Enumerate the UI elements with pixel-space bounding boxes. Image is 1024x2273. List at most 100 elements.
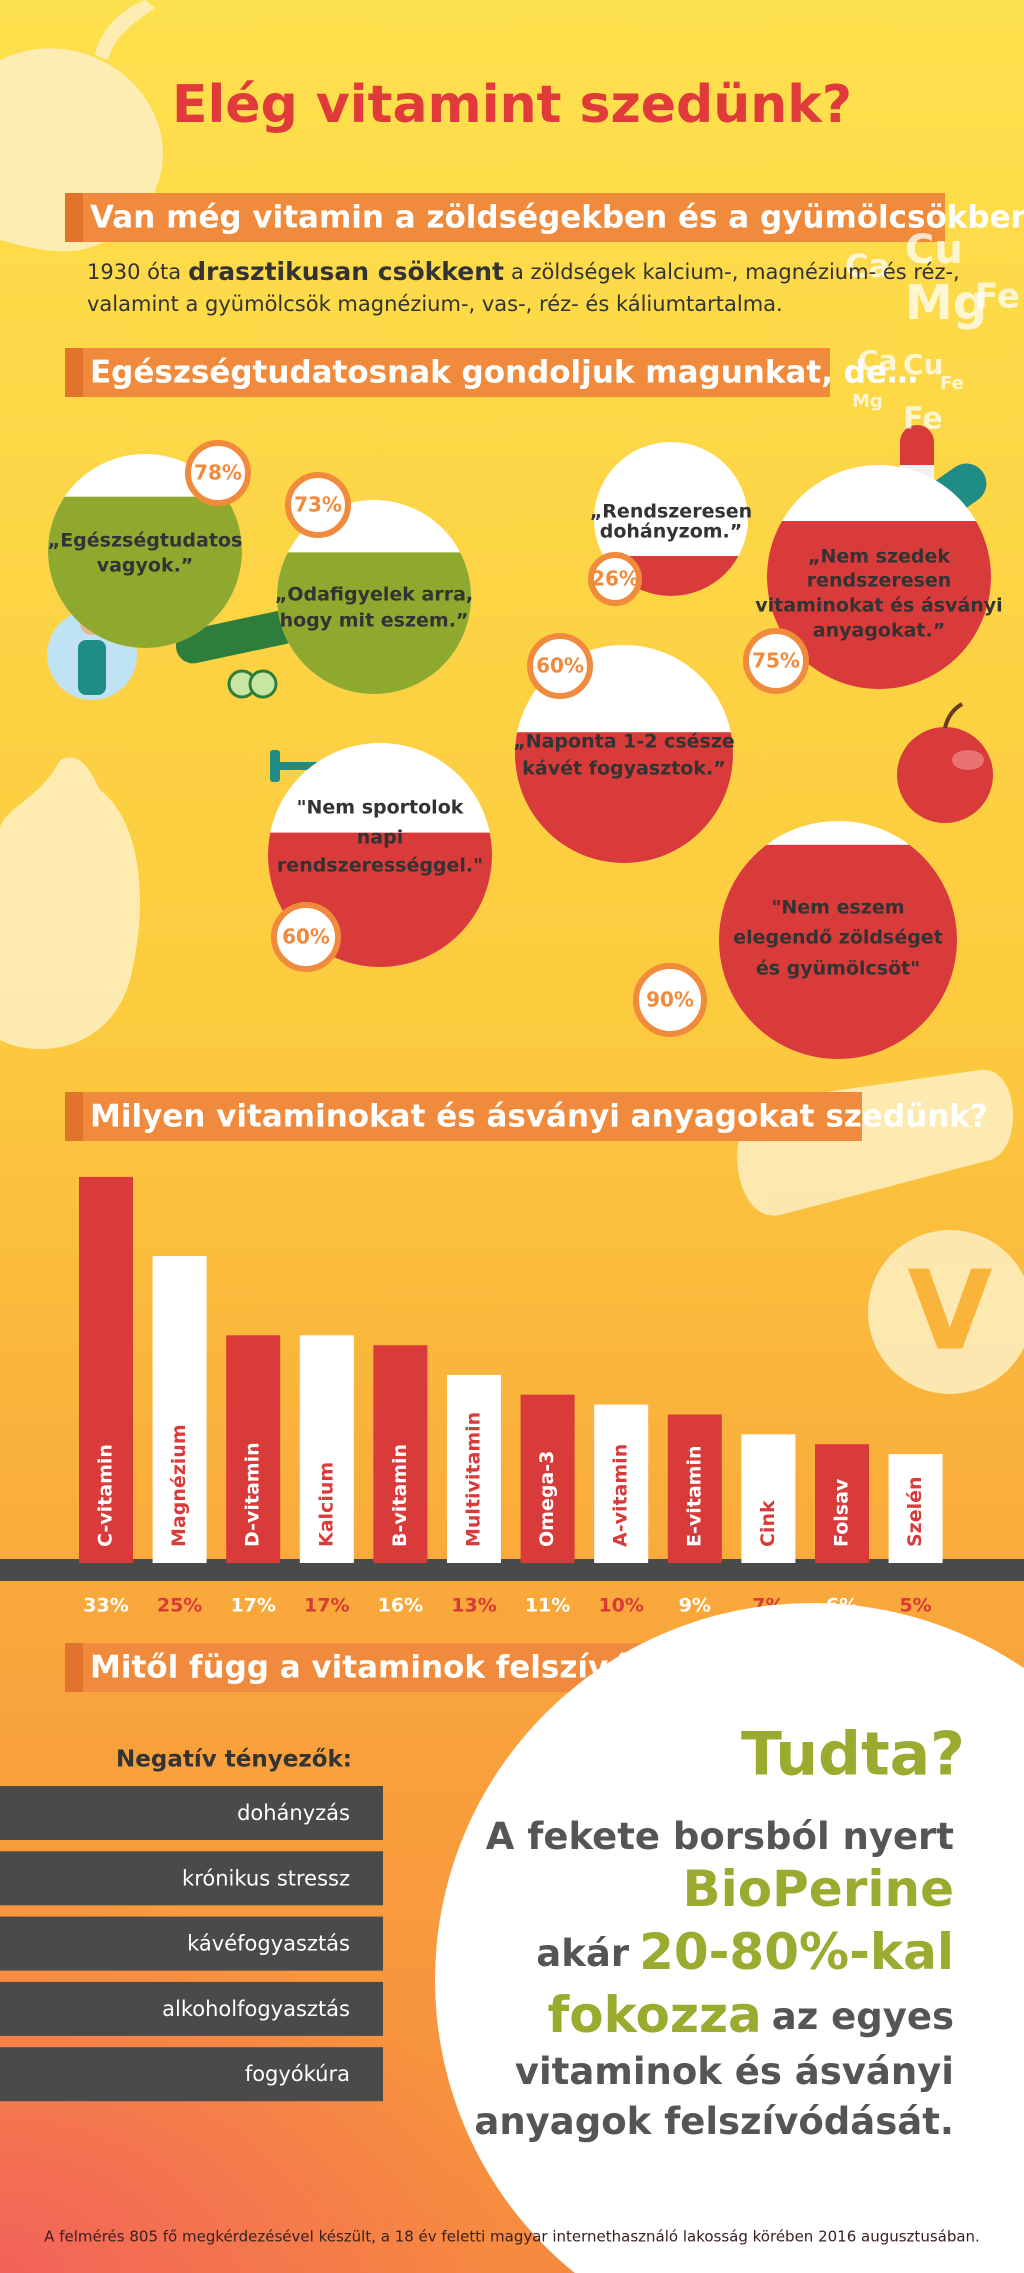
value-label: 10% [598,1595,643,1617]
element-symbol: Ca [845,247,890,285]
value-label: 16% [378,1595,423,1617]
value-label: 13% [451,1595,496,1617]
category-label: Multivitamin [463,1412,485,1547]
percent-label: 60% [536,654,584,678]
bar [79,1176,133,1563]
banner [65,1092,862,1141]
value-label: 25% [157,1595,202,1617]
banner-tab [65,1643,83,1692]
apple-icon [897,702,993,823]
bar [152,1256,207,1563]
survey-quote: anyagokat.” [813,620,945,642]
intro-segment: valamint a gyümölcsök magnézium-, vas-, … [87,292,783,316]
tip-line: fokozza az egyes [547,1986,954,2044]
vitamin-badge: V [907,1246,992,1374]
bar [520,1394,575,1563]
element-symbol: Mg [905,275,987,331]
percent-badge [743,628,809,694]
banner [65,348,830,397]
survey-quote: „Egészségtudatos [48,530,243,552]
title: Elég vitamint szedünk? [172,75,852,135]
category-label: Folsav [831,1478,853,1547]
banner-tab [65,193,83,242]
tip-segment: 20-80%-kal [639,1923,954,1981]
category-label: Kalcium [315,1462,337,1547]
percent-label: 60% [282,925,330,949]
pepper-decor [0,757,140,1050]
category-label: D-vitamin [242,1442,264,1547]
survey-fill [48,496,242,648]
value-label: 17% [304,1595,349,1617]
bar [373,1345,428,1563]
banner-text: Van még vitamin a zöldségekben és a gyüm… [90,200,1024,236]
intro-line: 1930 óta drasztikusan csökkent a zöldségek… [87,257,960,286]
element-symbol: Ca [858,344,897,377]
bar [447,1374,501,1563]
banner [65,1643,667,1692]
baseline-band [0,1559,1024,1581]
percent-label: 73% [294,493,342,517]
cucumber-icon [175,610,299,699]
tip-segment: anyagok felszívódását. [474,2100,954,2143]
category-label: Szelén [904,1476,926,1547]
bar [815,1444,869,1563]
element-symbol: Cu [905,227,963,273]
survey-quote: rendszeresen [807,570,952,592]
survey-quote: „Nem szedek [808,546,950,568]
element-symbol: Cu [903,348,943,381]
banner-text: Milyen vitaminokat és ásványi anyagokat … [90,1099,988,1135]
list-title: Negatív tényezők: [116,1747,352,1773]
category-label: Omega-3 [536,1451,558,1547]
banner-tab [65,1092,83,1141]
bar [888,1454,943,1563]
survey-quote: és gyümölcsöt" [756,958,920,980]
factor-bar [0,1786,383,1840]
factor-label: alkoholfogyasztás [162,1997,350,2021]
tip-segment: fokozza [547,1986,761,2044]
survey-quote: elegendő zöldséget [733,927,943,949]
percent-label: 26% [591,567,639,591]
banner [65,193,945,242]
survey-quote: vagyok.” [97,555,194,577]
survey-quote: dohányzom.” [600,521,743,543]
element-symbol: Mg [852,391,883,412]
category-label: B-vitamin [389,1444,411,1547]
intro-segment: a zöldségek kalcium-, magnézium- és réz-… [511,260,960,284]
survey-fill [719,844,957,1059]
percent-label: 78% [194,461,242,485]
factor-label: fogyókúra [245,2062,350,2086]
percent-badge [527,633,593,699]
tip-title: Tudta? [741,1720,965,1790]
tip-segment: akár [536,1932,630,1975]
vitamin-circle [868,1230,1024,1394]
factor-label: krónikus stressz [182,1866,350,1890]
footer: A felmérés 805 fő megkérdezésével készül… [44,2228,980,2246]
tip-line: BioPerine [683,1860,954,1918]
bar [594,1404,649,1563]
tip-circle [435,1603,1024,2273]
factor-label: kávéfogyasztás [187,1932,350,1956]
percent-badge [271,902,341,972]
survey-quote: vitaminokat és ásványi [755,595,1002,617]
decorations [0,0,1024,1394]
intro-line: valamint a gyümölcsök magnézium-, vas-, … [87,292,783,316]
category-label: Cink [757,1500,779,1547]
percent-label: 75% [752,649,800,673]
factor-bar [0,1981,383,2036]
survey-quote: "Nem eszem [771,897,904,919]
category-label: E-vitamin [683,1445,705,1547]
value-label: 33% [83,1595,128,1617]
tip-segment: BioPerine [683,1860,954,1918]
banner-text: Egészségtudatosnak gondoljuk magunkat, d… [90,355,918,391]
bar [667,1414,722,1563]
category-label: A-vitamin [610,1444,632,1547]
factor-label: dohányzás [237,1801,350,1825]
survey-quote: rendszerességgel." [277,855,483,877]
intro-segment: drasztikusan csökkent [188,257,504,286]
survey-quote: „Naponta 1-2 csésze [513,731,735,753]
element-symbol: Fe [903,402,943,437]
category-label: C-vitamin [95,1444,117,1547]
category-label: Magnézium [168,1424,190,1547]
